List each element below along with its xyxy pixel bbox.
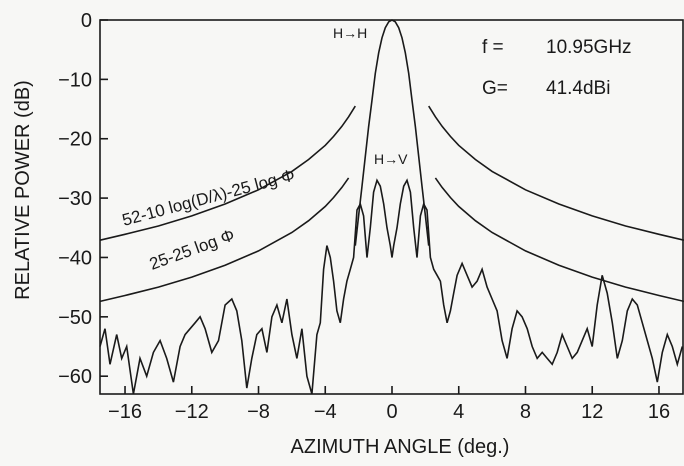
frequency-value: 10.95GHz — [546, 37, 632, 58]
frequency-label: f = — [482, 37, 504, 58]
x-tick-label: 8 — [520, 401, 531, 423]
x-tick-label: 16 — [648, 401, 670, 423]
series-1-line — [99, 178, 684, 395]
hv-annotation: H→V — [374, 151, 408, 167]
y-tick-label: −20 — [58, 129, 92, 151]
x-tick-label: −12 — [175, 401, 209, 423]
y-tick-label: −10 — [58, 69, 92, 91]
series-2-line — [99, 105, 684, 241]
x-tick-label: 12 — [581, 401, 603, 423]
y-tick-label: 0 — [81, 10, 92, 32]
y-tick-label: −50 — [58, 307, 92, 329]
y-axis: 0 −10 −20 −30 −40 −50 −60 — [58, 10, 108, 388]
series-3-line — [99, 177, 684, 303]
x-tick-label: −4 — [314, 401, 337, 423]
y-axis-title: RELATIVE POWER (dB) — [12, 80, 34, 300]
x-axis-title: AZIMUTH ANGLE (deg.) — [291, 436, 510, 458]
x-tick-label: −16 — [108, 401, 142, 423]
gain-label: G= — [482, 78, 508, 99]
y-tick-label: −60 — [58, 366, 92, 388]
series-layer — [99, 19, 684, 395]
hh-annotation: H→H — [333, 25, 367, 41]
y-tick-label: −40 — [58, 247, 92, 269]
x-tick-label: −8 — [247, 401, 270, 423]
x-axis: −16 −12 −8 −4 0 4 8 12 16 — [108, 386, 670, 423]
gain-value: 41.4dBi — [546, 78, 610, 99]
x-tick-label: 4 — [453, 401, 464, 423]
y-tick-label: −30 — [58, 188, 92, 210]
x-tick-label: 0 — [386, 401, 397, 423]
